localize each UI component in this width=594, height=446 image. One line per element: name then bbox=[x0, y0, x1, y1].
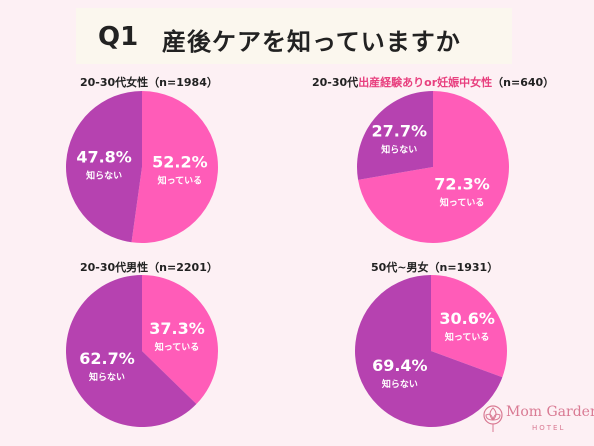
chart-title-suffix: （n=2201） bbox=[148, 261, 218, 274]
slice-percent-label: 30.6% bbox=[439, 309, 495, 328]
pie-slice-unknown bbox=[355, 275, 503, 427]
slice-category-label: 知っている bbox=[157, 175, 203, 187]
chart-title-prefix: 20-30代男性 bbox=[80, 261, 149, 274]
chart-title-prefix: 50代~男女 bbox=[371, 261, 429, 274]
pie-chart-mothers-2030: 72.3% 知っている 27.7% 知らない bbox=[357, 91, 509, 243]
chart-title-prefix: 20-30代女性 bbox=[80, 76, 149, 89]
mom-garden-logo: Mom Garden HOTEL bbox=[482, 402, 594, 440]
pie-slice-known bbox=[131, 91, 218, 244]
logo-name: Mom Garden bbox=[506, 404, 594, 420]
pie-slice-unknown bbox=[65, 91, 142, 243]
chart-title-men-2030: 20-30代男性（n=2201） bbox=[80, 259, 218, 275]
slice-category-label: 知っている bbox=[439, 196, 485, 208]
slice-category-label: 知らない bbox=[380, 144, 417, 156]
slice-category-label: 知らない bbox=[85, 169, 122, 181]
pie-slice-known bbox=[431, 275, 507, 378]
pie-chart-all-50plus: 30.6% 知っている 69.4% 知らない bbox=[355, 275, 507, 427]
slice-category-label: 知っている bbox=[154, 341, 200, 353]
slice-percent-label: 27.7% bbox=[372, 122, 428, 141]
chart-title-women-2030: 20-30代女性（n=1984） bbox=[80, 74, 218, 90]
chart-title-all-50plus: 50代~男女（n=1931） bbox=[371, 259, 498, 275]
chart-title-highlight: 出産経験ありor妊娠中女性 bbox=[358, 76, 493, 89]
slice-category-label: 知らない bbox=[381, 378, 418, 390]
slice-percent-label: 72.3% bbox=[434, 174, 490, 193]
chart-title-prefix: 20-30代 bbox=[312, 76, 359, 89]
pie-slice-unknown bbox=[66, 275, 197, 427]
chart-title-mothers-2030: 20-30代出産経験ありor妊娠中女性（n=640） bbox=[312, 74, 554, 90]
question-text: 産後ケアを知っていますか bbox=[162, 28, 461, 56]
pie-slice-unknown bbox=[357, 91, 433, 180]
pie-slice-known bbox=[142, 275, 219, 405]
slice-percent-label: 47.8% bbox=[76, 147, 132, 166]
slice-category-label: 知っている bbox=[444, 331, 490, 343]
logo-sub: HOTEL bbox=[532, 424, 566, 432]
slice-percent-label: 52.2% bbox=[152, 153, 208, 172]
question-number: Q1 bbox=[98, 22, 139, 52]
slice-percent-label: 62.7% bbox=[79, 349, 135, 368]
chart-title-suffix: （n=1931） bbox=[428, 261, 499, 274]
flower-logo-icon bbox=[483, 405, 503, 432]
chart-title-suffix: （n=1984） bbox=[148, 76, 218, 89]
slice-percent-label: 69.4% bbox=[372, 356, 428, 375]
question-banner bbox=[76, 8, 512, 64]
slice-category-label: 知らない bbox=[88, 371, 125, 383]
chart-title-suffix: （n=640） bbox=[492, 76, 555, 89]
pie-slice-known bbox=[358, 91, 509, 243]
pie-chart-men-2030: 37.3% 知っている 62.7% 知らない bbox=[66, 275, 219, 427]
pie-chart-women-2030: 52.2% 知っている 47.8% 知らない bbox=[65, 91, 218, 244]
slice-percent-label: 37.3% bbox=[149, 319, 205, 338]
